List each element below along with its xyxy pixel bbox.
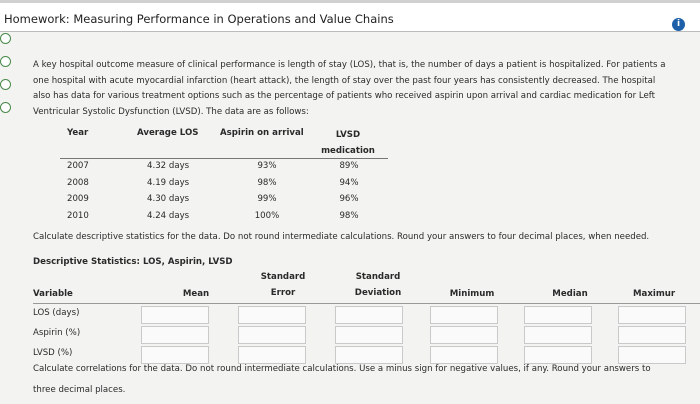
table-cell: 2008 <box>67 177 89 188</box>
info-icon[interactable]: i <box>672 18 685 31</box>
answer-input[interactable] <box>335 346 403 364</box>
header-bar <box>0 0 700 32</box>
row-label: LVSD (%) <box>33 348 73 358</box>
column-header: Mean <box>182 289 210 299</box>
answer-input[interactable] <box>430 326 498 344</box>
column-header: Deviation <box>354 288 402 298</box>
intro-line: one hospital with acute myocardial infar… <box>33 75 656 86</box>
answer-input[interactable] <box>430 306 498 324</box>
column-header: Average LOS <box>137 128 199 138</box>
answer-input[interactable] <box>524 306 592 324</box>
top-strip <box>0 0 700 3</box>
instruction: Calculate descriptive statistics for the… <box>33 232 650 242</box>
intro-line: also has data for various treatment opti… <box>33 91 656 101</box>
answer-input[interactable] <box>430 346 498 364</box>
table-cell: 2010 <box>67 210 89 221</box>
answer-input[interactable] <box>238 326 306 344</box>
nav-radio[interactable] <box>0 102 11 113</box>
table-cell: 98% <box>257 177 277 188</box>
section-title: Descriptive Statistics: LOS, Aspirin, LV… <box>33 257 233 267</box>
column-header: Maximur <box>633 289 676 299</box>
answer-input[interactable] <box>335 326 403 344</box>
column-header: Standard <box>355 272 401 282</box>
answer-input[interactable] <box>335 306 403 324</box>
answer-input[interactable] <box>618 306 686 324</box>
row-label: LOS (days) <box>33 308 80 318</box>
column-header: Error <box>270 288 296 298</box>
table-cell: 4.32 days <box>147 161 190 171</box>
table-rule <box>33 303 700 304</box>
intro-line: A key hospital outcome measure of clinic… <box>33 60 666 70</box>
column-header: Variable <box>33 289 73 299</box>
answer-input[interactable] <box>618 346 686 364</box>
footer-line: Calculate correlations for the data. Do … <box>33 364 651 374</box>
table-cell: 4.19 days <box>147 177 190 188</box>
table-cell: 96% <box>339 194 359 204</box>
table-cell: 93% <box>257 161 277 171</box>
answer-input[interactable] <box>524 326 592 344</box>
row-label: Aspirin (%) <box>33 328 81 338</box>
column-header: Median <box>552 289 588 299</box>
answer-input[interactable] <box>618 326 686 344</box>
column-header: medication <box>321 146 375 156</box>
intro-line: Ventricular Systolic Dysfunction (LVSD).… <box>33 106 309 117</box>
column-header: Minimum <box>449 289 495 299</box>
column-header: LVSD <box>335 130 361 140</box>
table-cell: 99% <box>257 194 277 204</box>
nav-radio[interactable] <box>0 33 11 44</box>
table-rule <box>60 158 388 159</box>
table-cell: 2007 <box>67 161 89 171</box>
column-header: Aspirin on arrival <box>220 128 304 138</box>
answer-input[interactable] <box>141 326 209 344</box>
nav-radio[interactable] <box>0 56 11 67</box>
table-cell: 94% <box>339 177 359 188</box>
table-cell: 4.30 days <box>147 194 190 204</box>
footer-line: three decimal places. <box>33 385 126 395</box>
column-header: Year <box>67 128 89 138</box>
answer-input[interactable] <box>524 346 592 364</box>
table-cell: 100% <box>254 210 280 221</box>
table-cell: 98% <box>339 210 359 221</box>
page-title: Homework: Measuring Performance in Opera… <box>4 12 394 26</box>
column-header: Standard <box>260 272 306 282</box>
answer-input[interactable] <box>238 346 306 364</box>
nav-radio[interactable] <box>0 79 11 90</box>
answer-input[interactable] <box>141 346 209 364</box>
table-cell: 89% <box>339 161 359 171</box>
table-cell: 4.24 days <box>147 210 190 221</box>
table-cell: 2009 <box>67 194 89 204</box>
answer-input[interactable] <box>238 306 306 324</box>
answer-input[interactable] <box>141 306 209 324</box>
